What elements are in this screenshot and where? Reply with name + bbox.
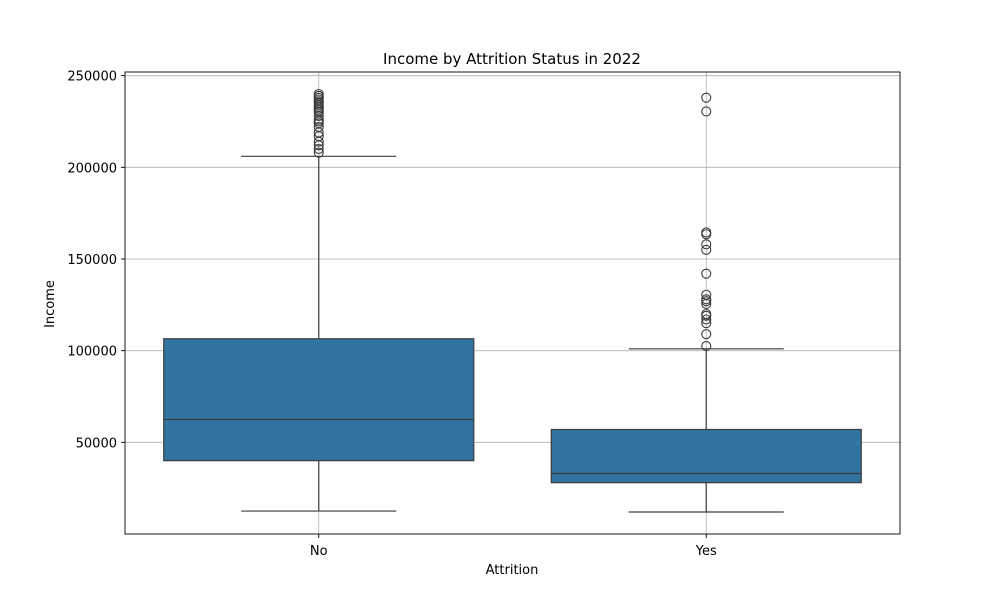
y-axis-label: Income xyxy=(43,280,58,328)
x-tick-label: Yes xyxy=(695,544,717,559)
outlier-point xyxy=(701,227,712,238)
iqr-box xyxy=(550,428,862,484)
outlier-point xyxy=(701,244,712,255)
chart-title: Income by Attrition Status in 2022 xyxy=(383,50,641,68)
outlier-point xyxy=(701,92,712,103)
plot-frame xyxy=(124,71,901,535)
box-yes xyxy=(550,92,862,513)
box-layer xyxy=(163,88,862,513)
outlier-point xyxy=(701,329,712,340)
axis-layer: 50000 100000 150000 200000 250000 No Yes xyxy=(67,70,717,559)
outlier-point xyxy=(701,294,712,305)
y-tick-label: 50000 xyxy=(76,436,117,451)
outlier-point xyxy=(313,88,324,100)
y-tick-label: 100000 xyxy=(67,345,117,360)
y-tick-label: 250000 xyxy=(67,70,117,85)
outlier-point xyxy=(701,314,712,325)
outlier-point xyxy=(701,268,712,279)
outlier-point xyxy=(701,106,712,117)
y-tick-label: 150000 xyxy=(67,253,117,268)
outlier-point xyxy=(701,289,712,300)
box-no xyxy=(163,88,475,512)
x-axis-label: Attrition xyxy=(486,563,539,578)
outlier-point xyxy=(701,308,712,320)
outlier-point xyxy=(313,147,324,158)
outlier-point xyxy=(701,341,712,352)
y-tick-label: 200000 xyxy=(67,161,117,176)
outlier-point xyxy=(313,121,324,133)
outlier-point xyxy=(701,239,712,250)
outlier-point xyxy=(313,143,324,155)
iqr-box xyxy=(163,338,475,462)
x-tick-label: No xyxy=(310,544,328,559)
